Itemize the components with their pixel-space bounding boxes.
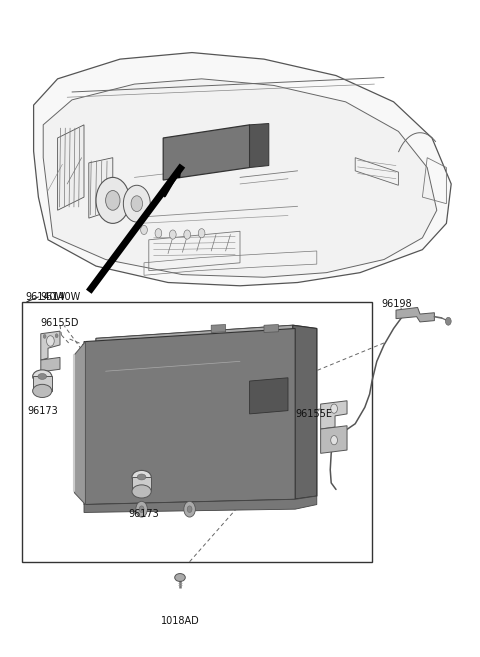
- Polygon shape: [321, 426, 347, 453]
- Text: 1018AD: 1018AD: [161, 616, 199, 626]
- Polygon shape: [250, 124, 269, 168]
- Circle shape: [155, 229, 162, 238]
- Polygon shape: [293, 325, 317, 499]
- Circle shape: [184, 230, 191, 239]
- Circle shape: [123, 185, 150, 222]
- Polygon shape: [264, 325, 278, 332]
- Polygon shape: [96, 325, 317, 506]
- Circle shape: [136, 501, 147, 517]
- Ellipse shape: [175, 574, 185, 581]
- Ellipse shape: [132, 485, 151, 498]
- Polygon shape: [321, 401, 347, 429]
- Text: 96155D: 96155D: [41, 318, 79, 328]
- Circle shape: [96, 177, 130, 223]
- Circle shape: [331, 404, 337, 413]
- Polygon shape: [96, 325, 293, 348]
- Bar: [33, 376, 52, 391]
- Ellipse shape: [132, 470, 151, 484]
- Polygon shape: [34, 53, 451, 286]
- Polygon shape: [58, 125, 84, 210]
- Circle shape: [55, 334, 58, 338]
- Bar: [22, 302, 372, 562]
- Polygon shape: [41, 357, 60, 372]
- Text: 96198: 96198: [382, 298, 412, 309]
- Circle shape: [187, 506, 192, 512]
- Circle shape: [43, 334, 46, 338]
- Text: 96173: 96173: [28, 405, 59, 416]
- Circle shape: [141, 225, 147, 235]
- Ellipse shape: [137, 474, 146, 480]
- Polygon shape: [41, 331, 60, 360]
- Circle shape: [131, 196, 143, 212]
- Circle shape: [169, 230, 176, 239]
- Polygon shape: [250, 378, 288, 414]
- Bar: [132, 477, 151, 491]
- Circle shape: [445, 317, 451, 325]
- Circle shape: [139, 506, 144, 512]
- Text: 96173: 96173: [129, 509, 159, 519]
- Ellipse shape: [38, 373, 47, 379]
- Circle shape: [198, 229, 205, 238]
- Polygon shape: [74, 342, 85, 505]
- Circle shape: [184, 501, 195, 517]
- Text: 96155E: 96155E: [295, 409, 332, 419]
- Polygon shape: [211, 325, 226, 332]
- Circle shape: [106, 191, 120, 210]
- Text: 96140W: 96140W: [41, 292, 81, 302]
- Polygon shape: [89, 158, 113, 218]
- Polygon shape: [163, 125, 250, 180]
- Polygon shape: [84, 496, 317, 512]
- Polygon shape: [396, 307, 434, 322]
- Ellipse shape: [33, 384, 52, 397]
- Ellipse shape: [33, 370, 52, 383]
- Circle shape: [47, 336, 54, 346]
- Text: 96140W: 96140W: [25, 292, 65, 302]
- Polygon shape: [43, 79, 437, 277]
- Circle shape: [331, 436, 337, 445]
- Polygon shape: [84, 328, 295, 505]
